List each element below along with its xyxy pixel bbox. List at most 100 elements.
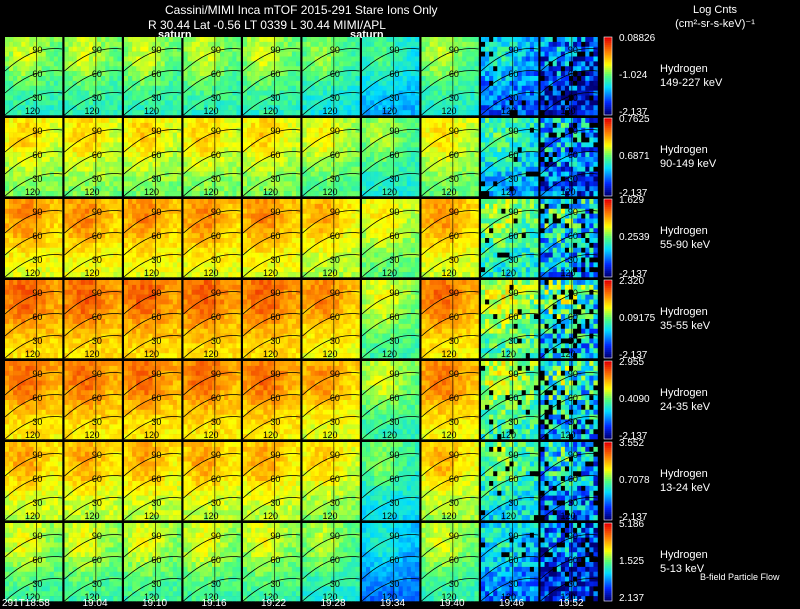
angle-tick-label: 120 — [144, 430, 159, 440]
angle-tick-label: 60 — [449, 231, 459, 241]
angle-tick-label: 60 — [508, 231, 518, 241]
angle-tick-label: 90 — [270, 288, 280, 298]
angle-tick-label: 60 — [330, 474, 340, 484]
angle-tick-label: 120 — [501, 430, 516, 440]
angle-tick-label: 30 — [389, 579, 399, 589]
angle-tick-label: 30 — [568, 417, 578, 427]
angle-tick-label: 120 — [203, 430, 218, 440]
angle-tick-label: 30 — [568, 498, 578, 508]
angle-tick-label: 120 — [322, 106, 337, 116]
angle-tick-label: 60 — [568, 312, 578, 322]
angle-tick-label: 30 — [568, 579, 578, 589]
angle-tick-label: 30 — [151, 417, 161, 427]
angle-tick-label: 120 — [84, 511, 99, 521]
angle-tick-label: 90 — [270, 45, 280, 55]
angle-tick-label: 90 — [211, 126, 221, 136]
angle-tick-label: 60 — [389, 474, 399, 484]
angle-tick-label: 90 — [568, 126, 578, 136]
angle-tick-label: 30 — [211, 255, 221, 265]
angle-tick-label: 90 — [270, 369, 280, 379]
angle-tick-label: 60 — [508, 393, 518, 403]
angle-tick-label: 30 — [568, 93, 578, 103]
angle-tick-label: 60 — [151, 474, 161, 484]
angle-tick-label: 30 — [449, 336, 459, 346]
angle-tick-label: 120 — [25, 511, 40, 521]
angle-tick-label: 60 — [92, 555, 102, 565]
angle-tick-label: 120 — [560, 349, 575, 359]
angle-tick-label: 60 — [151, 393, 161, 403]
angle-tick-label: 30 — [151, 174, 161, 184]
angle-tick-label: 90 — [211, 207, 221, 217]
angle-tick-label: 60 — [389, 393, 399, 403]
angle-tick-label: 60 — [508, 555, 518, 565]
angle-tick-label: 90 — [92, 126, 102, 136]
angle-tick-label: 60 — [568, 393, 578, 403]
angle-tick-label: 120 — [382, 268, 397, 278]
angle-tick-label: 60 — [508, 474, 518, 484]
angle-tick-label: 60 — [92, 312, 102, 322]
angle-tick-label: 90 — [211, 288, 221, 298]
angle-tick-label: 90 — [449, 450, 459, 460]
angle-tick-label: 30 — [389, 417, 399, 427]
angle-tick-label: 90 — [449, 288, 459, 298]
angle-tick-label: 60 — [568, 69, 578, 79]
angle-tick-label: 120 — [560, 268, 575, 278]
colorbar-mid-label: 0.09175 — [619, 313, 655, 324]
angle-tick-label: 30 — [92, 93, 102, 103]
angle-tick-label: 120 — [25, 268, 40, 278]
angle-tick-label: 90 — [449, 126, 459, 136]
angle-tick-label: 90 — [92, 288, 102, 298]
angle-tick-label: 90 — [32, 288, 42, 298]
species-label: Hydrogen — [660, 63, 708, 76]
angle-tick-label: 60 — [270, 69, 280, 79]
angle-tick-label: 90 — [330, 450, 340, 460]
angle-tick-label: 120 — [84, 187, 99, 197]
colorbar-max-label: 2.320 — [619, 276, 644, 287]
angle-tick-label: 90 — [32, 531, 42, 541]
energy-label: 13-24 keV — [660, 482, 710, 495]
angle-tick-label: 90 — [389, 531, 399, 541]
angle-tick-label: 90 — [508, 126, 518, 136]
colorbar-mid-label: 0.4090 — [619, 394, 650, 405]
energy-label: 149-227 keV — [660, 77, 722, 90]
angle-tick-label: 120 — [263, 106, 278, 116]
angle-tick-label: 60 — [211, 312, 221, 322]
angle-tick-label: 120 — [144, 349, 159, 359]
angle-tick-label: 30 — [211, 579, 221, 589]
angle-tick-label: 90 — [151, 288, 161, 298]
colorbar-mid-label: 0.6871 — [619, 151, 650, 162]
angle-tick-label: 90 — [32, 450, 42, 460]
angle-tick-label: 30 — [211, 417, 221, 427]
angle-tick-label: 120 — [263, 430, 278, 440]
angle-tick-label: 60 — [151, 69, 161, 79]
angle-tick-label: 30 — [211, 336, 221, 346]
angle-tick-label: 30 — [330, 174, 340, 184]
angle-tick-label: 90 — [211, 531, 221, 541]
angle-tick-label: 30 — [32, 93, 42, 103]
species-label: Hydrogen — [660, 306, 708, 319]
angle-tick-label: 90 — [151, 531, 161, 541]
angle-tick-label: 30 — [508, 174, 518, 184]
